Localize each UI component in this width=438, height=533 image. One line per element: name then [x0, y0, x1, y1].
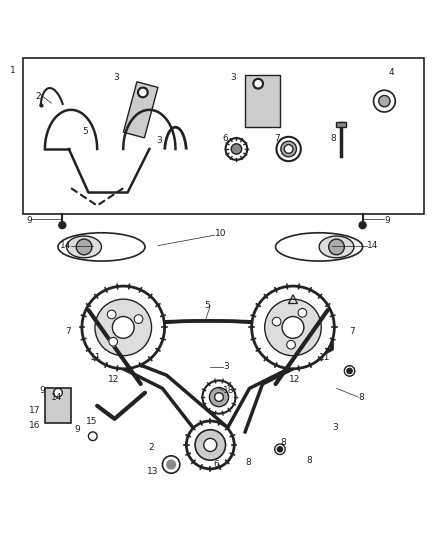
- Text: 5: 5: [83, 127, 88, 136]
- Circle shape: [272, 317, 281, 326]
- Circle shape: [59, 222, 66, 229]
- Text: 11: 11: [319, 353, 331, 362]
- Text: 14: 14: [51, 393, 62, 401]
- Text: 7: 7: [274, 134, 280, 143]
- Circle shape: [374, 90, 395, 112]
- Circle shape: [287, 341, 295, 349]
- Circle shape: [347, 368, 352, 374]
- Text: 3: 3: [332, 423, 338, 432]
- Circle shape: [76, 239, 92, 255]
- Text: 12: 12: [289, 375, 300, 384]
- Circle shape: [113, 317, 134, 338]
- Text: 11: 11: [90, 353, 102, 362]
- Text: 16: 16: [29, 421, 41, 430]
- Ellipse shape: [67, 236, 102, 258]
- Text: 15: 15: [86, 416, 97, 425]
- Text: 7: 7: [350, 327, 355, 336]
- Text: 2: 2: [35, 92, 41, 101]
- Text: 6: 6: [213, 460, 219, 469]
- Bar: [124, 82, 158, 138]
- Circle shape: [265, 299, 321, 356]
- Circle shape: [255, 80, 261, 87]
- Circle shape: [276, 137, 301, 161]
- Text: 9: 9: [74, 425, 80, 434]
- Text: 9: 9: [39, 386, 45, 395]
- Circle shape: [379, 95, 390, 107]
- Circle shape: [95, 299, 152, 356]
- Circle shape: [275, 444, 285, 455]
- Ellipse shape: [276, 233, 363, 261]
- Circle shape: [226, 138, 247, 160]
- Text: 4: 4: [389, 68, 394, 77]
- Circle shape: [359, 222, 366, 229]
- Text: 1: 1: [10, 66, 16, 75]
- Circle shape: [231, 144, 242, 154]
- Bar: [245, 75, 280, 127]
- Text: 18: 18: [223, 386, 235, 395]
- Text: 2: 2: [148, 442, 154, 451]
- Circle shape: [162, 456, 180, 473]
- Circle shape: [204, 439, 217, 451]
- Circle shape: [140, 90, 146, 95]
- Text: 8: 8: [306, 456, 312, 465]
- Text: 10: 10: [215, 229, 226, 238]
- Circle shape: [215, 393, 223, 401]
- Text: 8: 8: [358, 393, 364, 401]
- Circle shape: [298, 309, 307, 317]
- Text: 14: 14: [367, 241, 378, 250]
- Text: 3: 3: [157, 136, 162, 145]
- Bar: [23, 58, 424, 214]
- Text: 7: 7: [65, 327, 71, 336]
- Circle shape: [195, 430, 226, 460]
- Circle shape: [88, 432, 97, 441]
- Circle shape: [344, 366, 355, 376]
- Text: 8: 8: [331, 134, 336, 143]
- Text: 17: 17: [29, 407, 41, 416]
- Text: 5: 5: [205, 301, 210, 310]
- Bar: [45, 389, 71, 423]
- Circle shape: [281, 141, 297, 157]
- Text: 8: 8: [280, 438, 286, 447]
- Circle shape: [209, 387, 229, 407]
- Circle shape: [134, 314, 143, 324]
- Bar: [336, 122, 346, 127]
- Circle shape: [53, 389, 62, 397]
- Circle shape: [167, 460, 176, 469]
- Circle shape: [252, 286, 334, 369]
- Circle shape: [82, 286, 165, 369]
- Ellipse shape: [58, 233, 145, 261]
- Circle shape: [186, 421, 234, 469]
- Text: 12: 12: [107, 375, 119, 384]
- Circle shape: [284, 144, 293, 154]
- Text: 6: 6: [222, 134, 228, 143]
- Circle shape: [282, 317, 304, 338]
- Text: 8: 8: [245, 458, 251, 467]
- Circle shape: [277, 447, 283, 452]
- Text: 3: 3: [223, 362, 229, 371]
- Circle shape: [109, 337, 117, 346]
- Ellipse shape: [319, 236, 354, 258]
- Text: 9: 9: [26, 216, 32, 225]
- Text: 14: 14: [60, 241, 71, 250]
- Circle shape: [107, 310, 116, 319]
- Circle shape: [328, 239, 344, 255]
- Text: 13: 13: [147, 466, 158, 475]
- Circle shape: [138, 87, 148, 98]
- Text: 3: 3: [231, 72, 237, 82]
- Text: 9: 9: [385, 216, 390, 225]
- Circle shape: [253, 78, 263, 89]
- Text: 3: 3: [113, 72, 119, 82]
- Circle shape: [202, 381, 236, 414]
